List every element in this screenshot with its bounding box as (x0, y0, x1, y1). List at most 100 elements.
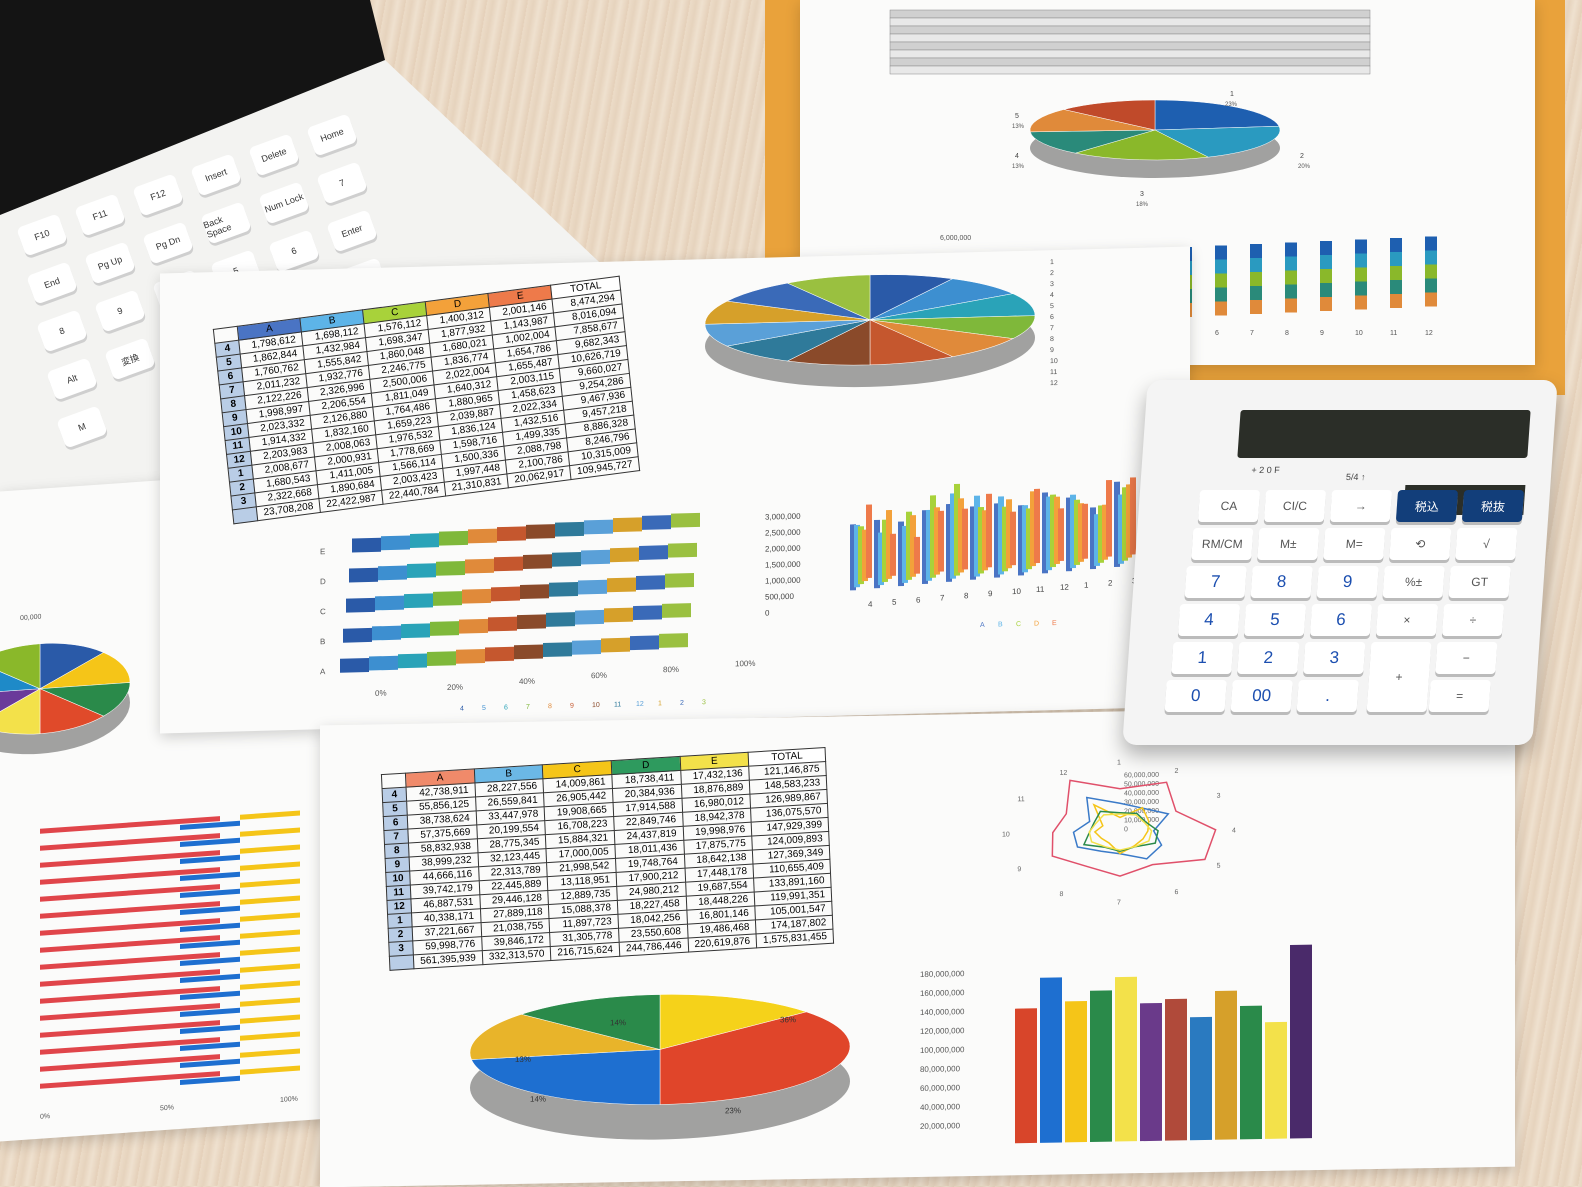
calculator-key[interactable]: %± (1382, 566, 1445, 598)
calculator-key[interactable]: → (1329, 490, 1393, 522)
radar-axis-label: 6 (1175, 889, 1179, 896)
hbar-y-tick: D (320, 577, 326, 586)
stacked-bar-segment (604, 607, 633, 623)
calculator-key[interactable]: 9 (1316, 566, 1379, 598)
bar-mark (1040, 977, 1062, 1143)
stacked-bar-segment (1320, 241, 1332, 255)
laptop-key[interactable]: Delete (248, 133, 300, 177)
hbar-x-tick: 100% (280, 1096, 298, 1104)
calculator-key[interactable]: 税抜 (1461, 490, 1525, 522)
laptop-key[interactable]: 6 (268, 229, 320, 273)
laptop-key[interactable]: Enter (326, 209, 378, 253)
stacked-bar-segment (407, 563, 436, 579)
rounding-mode-switch[interactable]: 5/4 ↑ (1345, 472, 1366, 482)
calculator-key[interactable]: . (1296, 680, 1359, 712)
radar-tick: 60,000,000 (1124, 772, 1159, 780)
stacked-bar-segment (1285, 284, 1297, 299)
stacked-bar-segment (1355, 281, 1367, 296)
hbar-segment (40, 816, 220, 834)
calculator-key[interactable]: 00 (1230, 680, 1293, 712)
laptop-key[interactable]: Home (306, 113, 358, 157)
hbar-segment (240, 1031, 300, 1041)
bar-x-tick: 4 (868, 600, 873, 609)
calculator-key[interactable]: × (1375, 604, 1439, 636)
bar-y-tick: 100,000,000 (920, 1045, 965, 1055)
stacked-bar-segment (575, 609, 604, 625)
stacked-bar-segment (584, 519, 613, 535)
bar-x-tick: 9 (1320, 330, 1324, 337)
calculator-key[interactable]: 7 (1184, 566, 1247, 598)
laptop-key[interactable]: M (56, 405, 108, 449)
calculator-key[interactable]: ÷ (1441, 604, 1505, 636)
calculator-key[interactable]: = (1428, 680, 1491, 712)
calculator-key[interactable]: √ (1455, 528, 1518, 560)
calculator-key[interactable]: + (1366, 642, 1432, 712)
hbar-segment (40, 867, 220, 885)
laptop-key[interactable]: F10 (16, 213, 68, 257)
laptop-key[interactable]: F11 (74, 193, 126, 237)
laptop-key[interactable]: Insert (190, 153, 242, 197)
hbar-segment (180, 1024, 240, 1034)
bar-mark (1215, 990, 1237, 1140)
bottom-pie-slice (520, 994, 661, 1050)
radar-axis-label: 4 (1232, 827, 1236, 834)
bar-y-tick: 3,000,000 (765, 512, 801, 522)
stacked-bar-segment (1390, 252, 1402, 266)
calculator-key[interactable]: 税込 (1395, 490, 1459, 522)
hbar-y-tick: A (320, 667, 326, 676)
pie-legend-label: 11 (1050, 369, 1057, 376)
bar-y-tick: 160,000,000 (920, 988, 965, 998)
laptop-key[interactable]: 8 (36, 309, 88, 353)
calculator-key[interactable]: M± (1257, 528, 1320, 560)
bar-legend-label: B (998, 621, 1003, 628)
stacked-bar-segment (601, 637, 630, 653)
pie-legend-label: 8 (1050, 336, 1054, 343)
bar-x-tick: 12 (1060, 583, 1069, 592)
calculator-key[interactable]: CA (1197, 490, 1261, 522)
calculator-key[interactable]: 2 (1237, 642, 1300, 674)
calculator-key[interactable]: 5 (1243, 604, 1307, 636)
laptop-key[interactable]: End (26, 261, 78, 305)
calculator-key[interactable]: 1 (1171, 642, 1234, 674)
hbar-x-tick: 50% (160, 1104, 174, 1112)
laptop-key[interactable]: Back Space (200, 201, 252, 245)
laptop-key[interactable]: Pg Up (84, 241, 136, 285)
stacked-bar-segment (456, 648, 485, 664)
laptop-key[interactable]: 9 (94, 289, 146, 333)
laptop-key[interactable]: Pg Dn (142, 221, 194, 265)
stacked-bar-segment (497, 526, 526, 542)
pie-legend-label: 2 (1300, 153, 1304, 160)
bar-y-tick: 1,000,000 (765, 576, 801, 586)
calculator-key[interactable]: 8 (1250, 566, 1313, 598)
calculator-key[interactable]: ⟲ (1389, 528, 1452, 560)
hbar-segment (40, 1071, 220, 1089)
bar-mark (986, 493, 992, 568)
laptop-key[interactable]: F12 (132, 173, 184, 217)
hbar-segment (180, 922, 240, 932)
laptop-key[interactable]: 7 (316, 161, 368, 205)
middle-pie-slice (869, 319, 1014, 357)
middle-pie-slice (869, 315, 1036, 339)
hbar-segment (180, 905, 240, 915)
calculator-key[interactable]: CI/C (1263, 490, 1327, 522)
calculator-key[interactable]: 4 (1177, 604, 1241, 636)
laptop-key[interactable]: 変換 (104, 337, 156, 381)
calculator-key[interactable]: 0 (1164, 680, 1227, 712)
top-table-row (889, 9, 1371, 19)
pie-legend-label: 5 (1050, 303, 1054, 310)
hbar-segment (40, 1003, 220, 1021)
laptop-key[interactable]: Alt (46, 357, 98, 401)
calculator-key[interactable]: − (1435, 642, 1498, 674)
stacked-bar-segment (491, 586, 520, 602)
laptop-key[interactable]: Num Lock (258, 181, 310, 225)
calculator-key[interactable]: 3 (1303, 642, 1366, 674)
calculator-key[interactable]: GT (1448, 566, 1511, 598)
rounding-switch[interactable]: + 2 0 F (1251, 465, 1281, 475)
bar-x-tick: 1 (1084, 581, 1089, 590)
pie-legend-label: 3 (1140, 191, 1144, 198)
stacked-bar-segment (1425, 292, 1437, 307)
pie-legend-label: 7 (1050, 325, 1054, 332)
calculator-key[interactable]: 6 (1309, 604, 1373, 636)
calculator-key[interactable]: M= (1323, 528, 1386, 560)
calculator-key[interactable]: RM/CM (1191, 528, 1254, 560)
